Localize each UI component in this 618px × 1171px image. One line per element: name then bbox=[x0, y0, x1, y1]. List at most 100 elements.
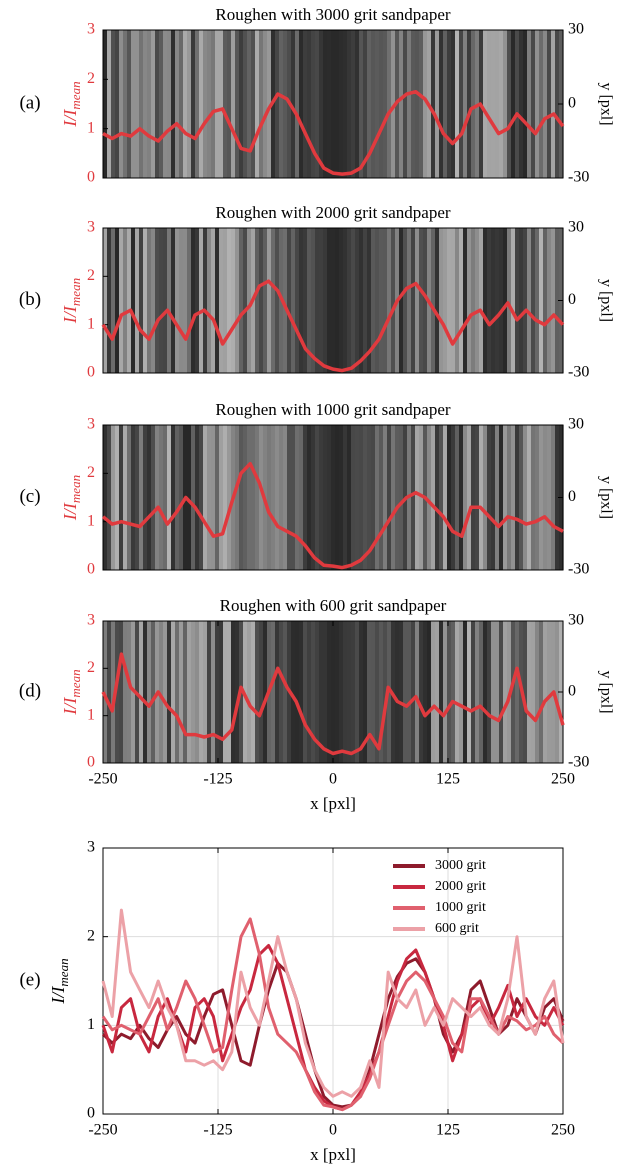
image-stripe bbox=[427, 425, 432, 570]
image-stripe bbox=[115, 621, 120, 763]
image-stripe bbox=[531, 621, 536, 763]
image-stripe bbox=[459, 228, 464, 373]
image-stripe bbox=[111, 425, 116, 570]
image-stripe bbox=[539, 30, 544, 178]
y-tick-label: 2 bbox=[87, 267, 95, 284]
image-stripe bbox=[503, 30, 508, 178]
image-stripe bbox=[275, 30, 280, 178]
image-stripe bbox=[183, 621, 188, 763]
y-tick-label: 3 bbox=[87, 839, 95, 856]
image-stripe bbox=[487, 425, 492, 570]
image-stripe bbox=[231, 228, 236, 373]
image-stripe bbox=[171, 30, 176, 178]
image-stripe bbox=[175, 228, 180, 373]
image-stripe bbox=[199, 425, 204, 570]
data-line bbox=[102, 89, 565, 176]
image-stripe bbox=[287, 228, 292, 373]
image-stripe bbox=[107, 228, 112, 373]
image-stripe bbox=[275, 228, 280, 373]
image-stripe bbox=[147, 425, 152, 570]
image-stripe bbox=[511, 228, 516, 373]
image-stripe bbox=[439, 425, 444, 570]
image-stripe bbox=[299, 621, 304, 763]
image-stripe bbox=[403, 228, 408, 373]
image-stripe bbox=[303, 228, 308, 373]
image-stripe bbox=[319, 30, 324, 178]
image-stripe bbox=[299, 425, 304, 570]
image-stripe bbox=[479, 425, 484, 570]
image-stripe bbox=[159, 228, 164, 373]
image-stripe bbox=[367, 30, 372, 178]
image-stripe bbox=[191, 425, 196, 570]
y2-tick-label: 0 bbox=[568, 95, 576, 112]
image-stripe bbox=[347, 621, 352, 763]
image-stripe bbox=[331, 425, 336, 570]
image-stripe bbox=[295, 425, 300, 570]
image-stripe bbox=[387, 30, 392, 178]
image-stripe bbox=[543, 30, 548, 178]
image-stripe bbox=[555, 228, 560, 373]
image-stripe bbox=[211, 621, 216, 763]
image-stripe bbox=[163, 228, 168, 373]
image-stripe bbox=[171, 425, 176, 570]
image-stripe bbox=[227, 30, 232, 178]
image-stripe bbox=[351, 621, 356, 763]
image-stripe bbox=[439, 30, 444, 178]
image-stripe bbox=[303, 30, 308, 178]
image-stripe bbox=[315, 621, 320, 763]
image-stripe bbox=[247, 425, 252, 570]
x-tick-label: 125 bbox=[436, 771, 460, 788]
image-stripe bbox=[367, 621, 372, 763]
image-stripe bbox=[199, 228, 204, 373]
image-stripe bbox=[527, 425, 532, 570]
image-stripe bbox=[195, 621, 200, 763]
image-stripe bbox=[467, 621, 472, 763]
image-stripe bbox=[515, 30, 520, 178]
image-stripe bbox=[103, 425, 108, 570]
image-stripe bbox=[191, 30, 196, 178]
y2-axis-label: y [pxl] bbox=[597, 476, 614, 519]
image-stripe bbox=[347, 228, 352, 373]
y2-tick-label: 30 bbox=[568, 21, 584, 38]
image-stripe bbox=[335, 621, 340, 763]
image-stripe bbox=[411, 621, 416, 763]
image-stripe bbox=[279, 621, 284, 763]
image-stripe bbox=[403, 30, 408, 178]
image-stripe bbox=[451, 228, 456, 373]
image-stripe bbox=[467, 228, 472, 373]
image-stripe bbox=[475, 228, 480, 373]
image-stripe bbox=[459, 425, 464, 570]
y-axis-label: I/Imean bbox=[60, 278, 83, 324]
panel-label: (e) bbox=[19, 969, 40, 990]
image-stripe bbox=[447, 228, 452, 373]
image-stripe bbox=[251, 621, 256, 763]
y-tick-label: 2 bbox=[87, 464, 95, 481]
image-stripe bbox=[319, 425, 324, 570]
image-stripe bbox=[151, 30, 156, 178]
image-stripe bbox=[371, 621, 376, 763]
image-stripe bbox=[139, 30, 144, 178]
image-stripe bbox=[359, 425, 364, 570]
image-stripe bbox=[303, 425, 308, 570]
image-stripe bbox=[219, 425, 224, 570]
image-stripe bbox=[419, 228, 424, 373]
image-stripe bbox=[515, 228, 520, 373]
image-stripe bbox=[543, 425, 548, 570]
image-stripe bbox=[395, 621, 400, 763]
image-stripe bbox=[235, 30, 240, 178]
image-stripe bbox=[167, 621, 172, 763]
image-stripe bbox=[107, 425, 112, 570]
image-stripe bbox=[135, 228, 140, 373]
image-stripe bbox=[211, 425, 216, 570]
image-stripe bbox=[367, 425, 372, 570]
image-stripe bbox=[235, 425, 240, 570]
image-stripe bbox=[431, 30, 436, 178]
image-stripe bbox=[179, 30, 184, 178]
image-stripe bbox=[143, 30, 148, 178]
image-stripe bbox=[115, 425, 120, 570]
image-stripe bbox=[207, 30, 212, 178]
image-stripe bbox=[235, 228, 240, 373]
image-stripe bbox=[499, 30, 504, 178]
y-tick-label: 3 bbox=[87, 416, 95, 433]
